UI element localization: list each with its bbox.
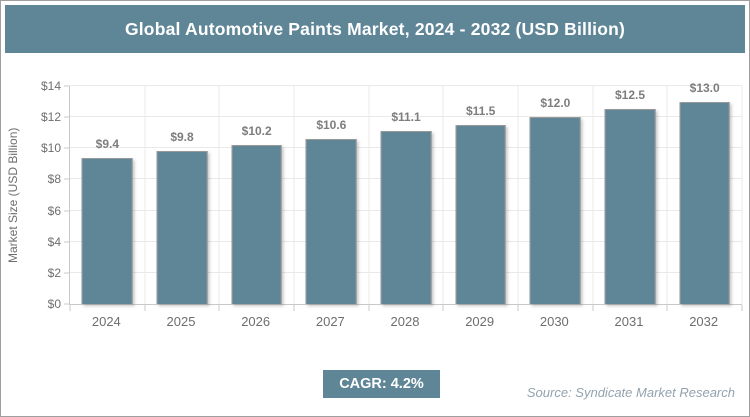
y-tick [64, 272, 70, 274]
x-tick-label: 2030 [539, 314, 569, 329]
chart-title-band: Global Automotive Paints Market, 2024 - … [5, 5, 745, 53]
bar [529, 117, 581, 304]
gridline-h [70, 116, 742, 118]
gridline-v [218, 86, 220, 304]
y-tick-label: $8 [47, 172, 61, 187]
x-tick-label: 2026 [241, 314, 271, 329]
x-tick-label: 2024 [91, 314, 121, 329]
bar [380, 131, 432, 304]
bar-value-label: $12.5 [614, 88, 646, 103]
cagr-badge: CAGR: 4.2% [323, 370, 440, 398]
y-tick-label: $2 [47, 265, 61, 280]
bar [305, 138, 357, 304]
bar [455, 124, 507, 304]
gridline-v [741, 86, 743, 304]
y-tick [64, 303, 70, 305]
y-tick-label: $12 [40, 110, 61, 125]
gridline-v [144, 86, 146, 304]
bar-value-label: $9.4 [95, 136, 120, 151]
x-tick [144, 305, 146, 311]
bar [156, 151, 208, 304]
x-tick [517, 305, 519, 311]
x-tick [741, 305, 743, 311]
bar-value-label: $10.2 [241, 124, 272, 139]
x-tick-label: 2032 [689, 314, 719, 329]
y-tick-label: $4 [47, 234, 61, 249]
bar-value-label: $13.0 [689, 80, 720, 95]
bar [679, 101, 731, 304]
y-tick-label: $14 [40, 79, 61, 93]
y-tick [64, 210, 70, 212]
gridline-v [517, 86, 519, 304]
bar-value-label: $10.6 [316, 117, 347, 132]
x-tick-label: 2027 [315, 314, 345, 329]
x-tick-label: 2029 [465, 314, 495, 329]
bar-value-label: $11.1 [391, 110, 421, 125]
gridline-v [442, 86, 444, 304]
x-tick-label: 2031 [614, 314, 644, 329]
y-tick-label: $10 [40, 141, 61, 156]
gridline-v [293, 86, 295, 304]
x-tick [69, 305, 71, 311]
x-tick [592, 305, 594, 311]
gridline-h [70, 85, 742, 86]
bar-value-label: $11.5 [465, 103, 496, 118]
x-tick [666, 305, 668, 311]
bar [231, 145, 283, 304]
chart-title: Global Automotive Paints Market, 2024 - … [124, 18, 626, 39]
y-tick [64, 147, 70, 149]
x-tick [442, 305, 444, 311]
bar [81, 157, 133, 304]
x-axis-labels: 2024 2025 2026 2027 2028 2029 2030 2031 2032 [69, 314, 741, 332]
bar-value-label: $9.8 [170, 130, 194, 145]
y-tick [64, 178, 70, 180]
cagr-label: CAGR: 4.2% [339, 376, 424, 392]
y-tick [64, 241, 70, 243]
y-tick-label: $6 [47, 203, 61, 218]
y-tick [64, 85, 70, 87]
plot-area: $9.4 $9.8 $10.2 $10.6 $11.1 $11.5 $12.0 $12.5 $1… [64, 81, 743, 311]
x-tick-label: 2025 [166, 314, 196, 329]
x-tick-label: 2028 [390, 314, 420, 329]
y-axis-labels: $0 $2 $4 $6 $8 $10 $12 $14 [1, 79, 61, 311]
gridline-v [592, 86, 594, 304]
bar [604, 109, 656, 304]
gridline-v [666, 86, 668, 304]
gridline-v [368, 86, 370, 304]
bar-value-label: $12.0 [540, 96, 571, 111]
x-tick [293, 305, 295, 311]
x-tick [368, 305, 370, 311]
x-tick [218, 305, 220, 311]
y-tick-label: $0 [47, 297, 61, 311]
source-note: Source: Syndicate Market Research [526, 385, 735, 400]
y-tick [64, 116, 70, 118]
